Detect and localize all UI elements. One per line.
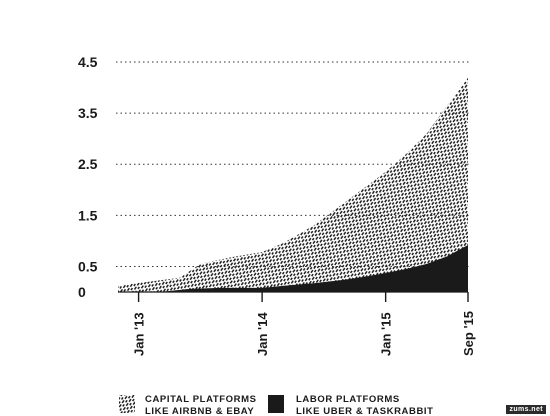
- labor-platforms-area: [159, 245, 469, 292]
- legend-label: CAPITAL PLATFORMS: [145, 394, 257, 405]
- y-tick-label: 0.5: [78, 258, 98, 274]
- y-tick-label: 3.5: [78, 105, 98, 121]
- x-tick-label: Jan '13: [132, 312, 147, 356]
- capital-platforms-area: [118, 77, 468, 292]
- legend-sublabel: LIKE AIRBNB & EBAY: [145, 406, 254, 416]
- y-tick-label: 1.5: [78, 207, 98, 223]
- legend-swatch-labor: [268, 395, 284, 413]
- legend-sublabel: LIKE UBER & TASKRABBIT: [296, 406, 434, 416]
- axes: 0 0.5 1.5 2.5 3.5 4.5 Jan '13 Jan '14 Jan '15 Sep…: [78, 54, 476, 356]
- series-areas: [118, 77, 469, 292]
- x-tick-label: Jan '14: [255, 312, 270, 356]
- y-tick-label: 2.5: [78, 156, 98, 172]
- watermark: zums.net: [506, 405, 546, 414]
- legend-label: LABOR PLATFORMS: [296, 394, 400, 405]
- y-tick-label: 0: [78, 284, 86, 300]
- legend-swatch-capital: [119, 395, 135, 413]
- y-tick-label: 4.5: [78, 54, 98, 70]
- x-tick-label: Sep '15: [461, 311, 476, 356]
- x-tick-label: Jan '15: [379, 312, 394, 356]
